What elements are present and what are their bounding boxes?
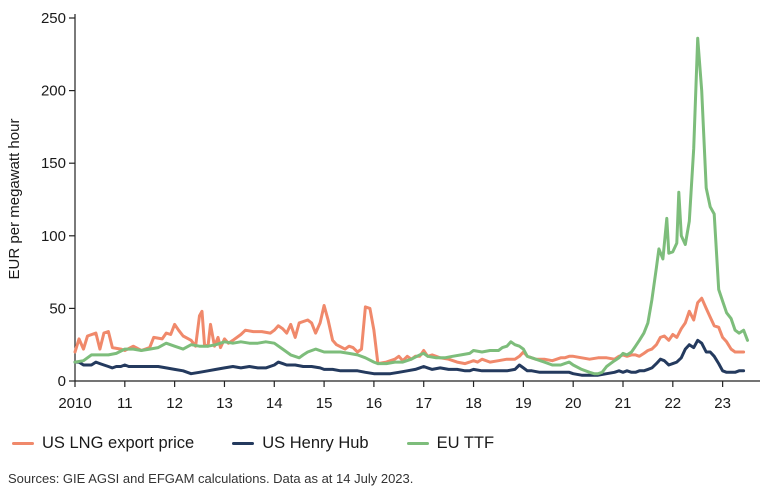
y-tick-label: 250 [41,10,66,27]
legend-label-us-henry-hub: US Henry Hub [262,434,369,452]
x-tick-label: 23 [714,395,731,412]
y-tick-label: 200 [41,83,66,100]
x-tick-label: 2010 [58,395,91,412]
y-axis: 0 50 100 150 200 250 [41,10,76,390]
series-lines [73,36,749,377]
x-tick-label: 11 [117,395,133,412]
x-tick-label: 19 [515,395,532,412]
legend-label-eu-ttf: EU TTF [436,434,495,452]
x-tick-label: 20 [565,395,582,412]
legend-item-eu-ttf: EU TTF [406,434,495,453]
y-tick-label: 100 [41,228,66,245]
source-note: Sources: GIE AGSI and EFGAM calculations… [8,471,414,486]
legend-swatch-us-lng [12,442,34,445]
series-line-us-henry-hub [73,338,746,377]
x-tick-label: 13 [216,395,233,412]
x-tick-label: 21 [615,395,632,412]
y-tick-label: 50 [49,300,66,317]
y-tick-label: 0 [58,373,66,390]
x-axis: 2010 11 12 13 14 15 16 17 18 19 20 21 22 23 [58,380,760,412]
x-tick-label: 18 [465,395,482,412]
y-axis-title: EUR per megawatt hour [6,119,23,280]
legend-swatch-eu-ttf [406,442,429,445]
x-tick-label: 17 [415,395,432,412]
x-tick-label: 22 [664,395,681,412]
x-tick-label: 14 [266,395,283,412]
y-tick-label: 150 [41,155,66,172]
x-tick-label: 16 [366,395,383,412]
legend-label-us-lng: US LNG export price [42,434,195,452]
legend-item-us-henry-hub: US Henry Hub [232,434,369,453]
legend: US LNG export price US Henry Hub EU TTF [12,434,532,453]
series-line-eu-ttf [73,36,749,376]
x-tick-label: 12 [166,395,183,412]
legend-item-us-lng: US LNG export price [12,434,194,453]
x-tick-label: 15 [316,395,333,412]
legend-swatch-us-henry-hub [232,442,255,445]
